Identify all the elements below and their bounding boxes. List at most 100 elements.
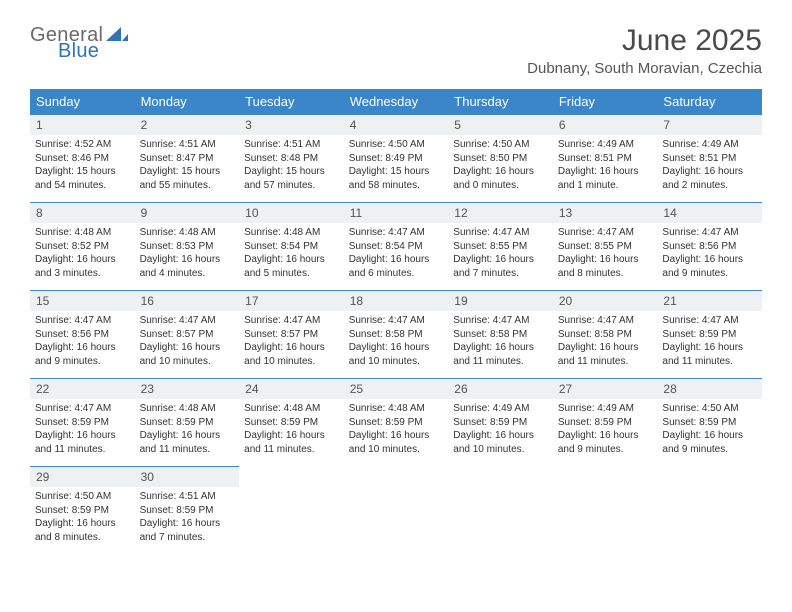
daylight-line: Daylight: 16 hours and 4 minutes. (140, 253, 235, 280)
day-cell: 13Sunrise: 4:47 AMSunset: 8:55 PMDayligh… (553, 202, 658, 290)
day-cell: 6Sunrise: 4:49 AMSunset: 8:51 PMDaylight… (553, 114, 658, 202)
daylight-line: Daylight: 16 hours and 10 minutes. (349, 429, 444, 456)
day-number: 26 (448, 379, 553, 399)
sunrise-line: Sunrise: 4:50 AM (349, 138, 444, 152)
sunset-line: Sunset: 8:59 PM (558, 416, 653, 430)
day-content: Sunrise: 4:50 AMSunset: 8:59 PMDaylight:… (30, 487, 135, 550)
day-content: Sunrise: 4:48 AMSunset: 8:52 PMDaylight:… (30, 223, 135, 286)
sunrise-line: Sunrise: 4:47 AM (244, 314, 339, 328)
daylight-line: Daylight: 15 hours and 55 minutes. (140, 165, 235, 192)
daylight-line: Daylight: 16 hours and 7 minutes. (453, 253, 548, 280)
sunset-line: Sunset: 8:47 PM (140, 152, 235, 166)
day-number: 27 (553, 379, 658, 399)
sunset-line: Sunset: 8:57 PM (140, 328, 235, 342)
daylight-line: Daylight: 16 hours and 5 minutes. (244, 253, 339, 280)
day-number: 4 (344, 115, 449, 135)
day-number: 28 (657, 379, 762, 399)
day-content: Sunrise: 4:49 AMSunset: 8:51 PMDaylight:… (657, 135, 762, 198)
daylight-line: Daylight: 16 hours and 0 minutes. (453, 165, 548, 192)
day-number: 8 (30, 203, 135, 223)
day-cell: 19Sunrise: 4:47 AMSunset: 8:58 PMDayligh… (448, 290, 553, 378)
sunset-line: Sunset: 8:59 PM (453, 416, 548, 430)
day-cell: 28Sunrise: 4:50 AMSunset: 8:59 PMDayligh… (657, 378, 762, 466)
day-number: 1 (30, 115, 135, 135)
day-content: Sunrise: 4:48 AMSunset: 8:59 PMDaylight:… (239, 399, 344, 462)
day-cell: 3Sunrise: 4:51 AMSunset: 8:48 PMDaylight… (239, 114, 344, 202)
day-number: 11 (344, 203, 449, 223)
day-cell: 5Sunrise: 4:50 AMSunset: 8:50 PMDaylight… (448, 114, 553, 202)
day-content: Sunrise: 4:47 AMSunset: 8:56 PMDaylight:… (30, 311, 135, 374)
day-cell: 11Sunrise: 4:47 AMSunset: 8:54 PMDayligh… (344, 202, 449, 290)
sunrise-line: Sunrise: 4:47 AM (35, 314, 130, 328)
day-number: 29 (30, 467, 135, 487)
sunrise-line: Sunrise: 4:48 AM (244, 226, 339, 240)
day-number: 18 (344, 291, 449, 311)
daylight-line: Daylight: 16 hours and 9 minutes. (662, 253, 757, 280)
daylight-line: Daylight: 15 hours and 58 minutes. (349, 165, 444, 192)
day-number: 13 (553, 203, 658, 223)
day-cell: 15Sunrise: 4:47 AMSunset: 8:56 PMDayligh… (30, 290, 135, 378)
calendar-grid: 1Sunrise: 4:52 AMSunset: 8:46 PMDaylight… (30, 114, 762, 554)
day-cell: 20Sunrise: 4:47 AMSunset: 8:58 PMDayligh… (553, 290, 658, 378)
weekday-header: Sunday Monday Tuesday Wednesday Thursday… (30, 89, 762, 114)
sunset-line: Sunset: 8:49 PM (349, 152, 444, 166)
day-cell: 16Sunrise: 4:47 AMSunset: 8:57 PMDayligh… (135, 290, 240, 378)
sunrise-line: Sunrise: 4:47 AM (35, 402, 130, 416)
day-content: Sunrise: 4:47 AMSunset: 8:57 PMDaylight:… (239, 311, 344, 374)
day-cell-empty (657, 466, 762, 554)
sunrise-line: Sunrise: 4:47 AM (453, 226, 548, 240)
sunset-line: Sunset: 8:52 PM (35, 240, 130, 254)
day-number: 14 (657, 203, 762, 223)
sunset-line: Sunset: 8:53 PM (140, 240, 235, 254)
calendar-page: General Blue June 2025 Dubnany, South Mo… (0, 0, 792, 574)
day-number: 22 (30, 379, 135, 399)
sunset-line: Sunset: 8:46 PM (35, 152, 130, 166)
day-content: Sunrise: 4:47 AMSunset: 8:57 PMDaylight:… (135, 311, 240, 374)
sunrise-line: Sunrise: 4:51 AM (140, 138, 235, 152)
sunrise-line: Sunrise: 4:50 AM (662, 402, 757, 416)
daylight-line: Daylight: 16 hours and 10 minutes. (140, 341, 235, 368)
day-number: 5 (448, 115, 553, 135)
sunset-line: Sunset: 8:55 PM (558, 240, 653, 254)
sunset-line: Sunset: 8:57 PM (244, 328, 339, 342)
sunrise-line: Sunrise: 4:47 AM (140, 314, 235, 328)
day-cell-empty (448, 466, 553, 554)
day-number: 30 (135, 467, 240, 487)
sunset-line: Sunset: 8:54 PM (349, 240, 444, 254)
sunset-line: Sunset: 8:48 PM (244, 152, 339, 166)
daylight-line: Daylight: 16 hours and 11 minutes. (558, 341, 653, 368)
day-number: 6 (553, 115, 658, 135)
daylight-line: Daylight: 16 hours and 8 minutes. (558, 253, 653, 280)
day-cell: 7Sunrise: 4:49 AMSunset: 8:51 PMDaylight… (657, 114, 762, 202)
sunset-line: Sunset: 8:56 PM (35, 328, 130, 342)
day-number: 9 (135, 203, 240, 223)
day-number: 17 (239, 291, 344, 311)
sunrise-line: Sunrise: 4:49 AM (558, 138, 653, 152)
sunrise-line: Sunrise: 4:49 AM (662, 138, 757, 152)
day-cell-empty (553, 466, 658, 554)
weekday-wed: Wednesday (344, 89, 449, 114)
day-cell: 4 Sunrise: 4:50 AMSunset: 8:49 PMDaylight… (344, 114, 449, 202)
title-block: June 2025 Dubnany, South Moravian, Czech… (527, 24, 762, 77)
day-content: Sunrise: 4:52 AMSunset: 8:46 PMDaylight:… (30, 135, 135, 198)
daylight-line: Daylight: 16 hours and 1 minute. (558, 165, 653, 192)
sunset-line: Sunset: 8:59 PM (35, 504, 130, 518)
daylight-line: Daylight: 16 hours and 11 minutes. (453, 341, 548, 368)
sunset-line: Sunset: 8:59 PM (140, 504, 235, 518)
day-cell: 2Sunrise: 4:51 AMSunset: 8:47 PMDaylight… (135, 114, 240, 202)
sunset-line: Sunset: 8:59 PM (140, 416, 235, 430)
day-cell-empty (239, 466, 344, 554)
day-number: 12 (448, 203, 553, 223)
day-cell: 24Sunrise: 4:48 AMSunset: 8:59 PMDayligh… (239, 378, 344, 466)
day-cell: 27Sunrise: 4:49 AMSunset: 8:59 PMDayligh… (553, 378, 658, 466)
weekday-thu: Thursday (448, 89, 553, 114)
day-number: 23 (135, 379, 240, 399)
day-content: Sunrise: 4:47 AMSunset: 8:56 PMDaylight:… (657, 223, 762, 286)
daylight-line: Daylight: 16 hours and 7 minutes. (140, 517, 235, 544)
day-content: Sunrise: 4:48 AMSunset: 8:59 PMDaylight:… (344, 399, 449, 462)
day-content: Sunrise: 4:47 AMSunset: 8:58 PMDaylight:… (448, 311, 553, 374)
daylight-line: Daylight: 16 hours and 10 minutes. (453, 429, 548, 456)
daylight-line: Daylight: 16 hours and 3 minutes. (35, 253, 130, 280)
weekday-mon: Monday (135, 89, 240, 114)
sunrise-line: Sunrise: 4:50 AM (35, 490, 130, 504)
